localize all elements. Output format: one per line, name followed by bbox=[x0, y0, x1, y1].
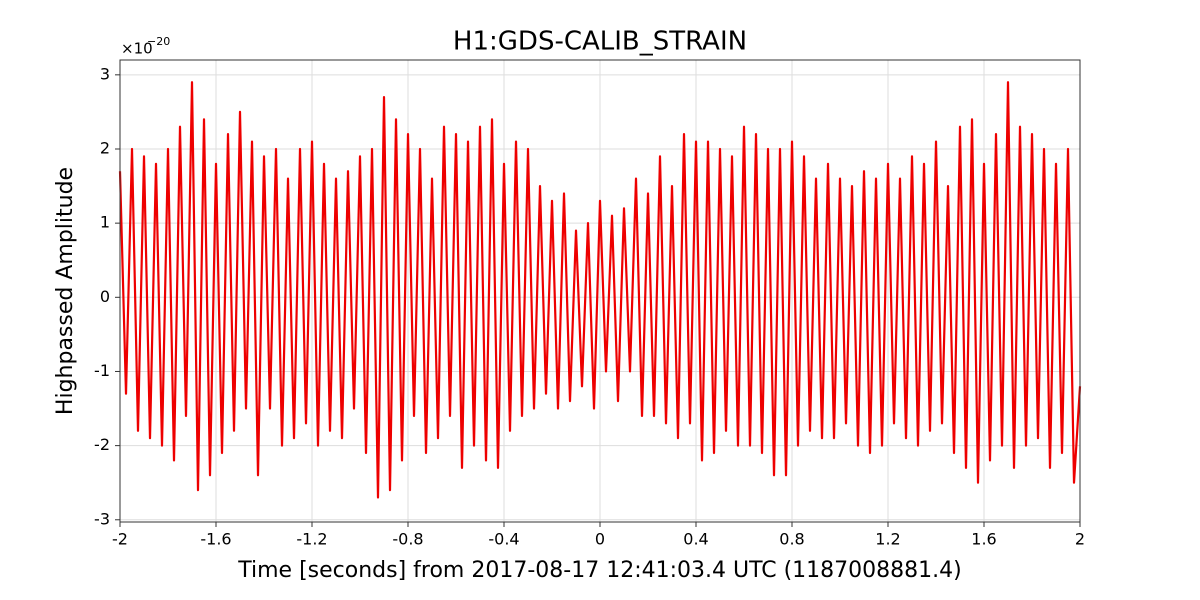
y-multiplier-exponent: −20 bbox=[147, 35, 170, 48]
x-tick-label: 1.2 bbox=[875, 530, 900, 549]
y-tick-label: 3 bbox=[100, 64, 110, 83]
plot-area bbox=[118, 81, 1082, 499]
x-tick-label: -1.2 bbox=[296, 530, 327, 549]
x-tick-label: -1.6 bbox=[200, 530, 231, 549]
data-line bbox=[118, 81, 1082, 499]
x-axis-label: Time [seconds] from 2017-08-17 12:41:03.… bbox=[237, 558, 961, 583]
x-tick-label: -2 bbox=[112, 530, 128, 549]
x-tick-label: 0 bbox=[595, 530, 605, 549]
chart-title: H1:GDS-CALIB_STRAIN bbox=[453, 27, 747, 57]
y-tick-label: -1 bbox=[94, 361, 110, 380]
x-tick-label: -0.4 bbox=[488, 530, 519, 549]
y-axis-label: Highpassed Amplitude bbox=[53, 167, 78, 415]
y-tick-label: -3 bbox=[94, 509, 110, 528]
y-tick-label: 2 bbox=[100, 138, 110, 157]
y-multiplier-base: ×10 bbox=[121, 40, 153, 58]
x-tick-label: 2 bbox=[1075, 530, 1085, 549]
y-tick-label: 1 bbox=[100, 213, 110, 232]
y-tick-label: 0 bbox=[100, 287, 110, 306]
x-tick-label: 1.6 bbox=[971, 530, 996, 549]
x-tick-label: -0.8 bbox=[392, 530, 423, 549]
x-tick-label: 0.4 bbox=[683, 530, 708, 549]
x-tick-label: 0.8 bbox=[779, 530, 804, 549]
y-tick-label: -2 bbox=[94, 435, 110, 454]
